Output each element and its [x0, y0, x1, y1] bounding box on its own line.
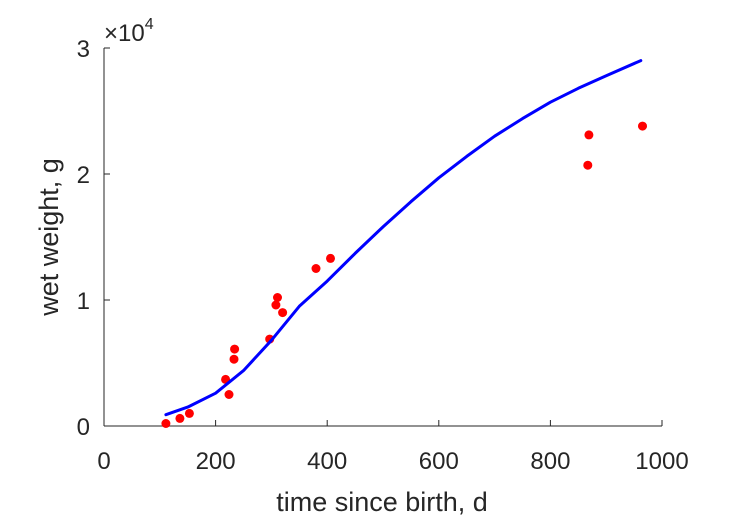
fit-curve-line: [164, 59, 643, 417]
y-tick-label: 3: [77, 36, 90, 63]
data-point: [271, 300, 281, 310]
x-tick-label: 1000: [635, 448, 688, 475]
data-point: [184, 408, 194, 418]
data-point: [584, 130, 594, 140]
plot-area: [161, 59, 647, 428]
y-axis-exponent-base: ×10: [104, 20, 145, 47]
data-point: [326, 253, 335, 263]
data-point: [230, 344, 240, 354]
data-point: [175, 413, 185, 423]
x-tick-label: 0: [97, 448, 110, 475]
data-point: [311, 264, 321, 273]
y-axis-exponent: ×104: [104, 16, 154, 47]
y-tick-label: 0: [77, 414, 90, 441]
data-point: [638, 121, 647, 131]
data-point: [583, 160, 593, 170]
data-point: [224, 390, 234, 399]
x-tick-label: 800: [530, 448, 570, 475]
x-axis-label: time since birth, d: [276, 487, 488, 517]
data-point: [278, 308, 288, 318]
y-axis-label: wet weight, g: [34, 158, 64, 317]
y-tick-label: 1: [77, 288, 90, 315]
data-point: [161, 419, 171, 428]
data-point: [273, 293, 282, 302]
y-tick-label: 2: [77, 162, 90, 189]
data-point: [229, 354, 239, 364]
x-tick-label: 400: [307, 448, 347, 475]
y-axis-exponent-power: 4: [145, 16, 154, 33]
x-tick-label: 200: [196, 448, 236, 475]
axes: 0 200 400 600 800 1000 0 1 2 3: [77, 36, 689, 475]
x-tick-label: 600: [419, 448, 459, 475]
